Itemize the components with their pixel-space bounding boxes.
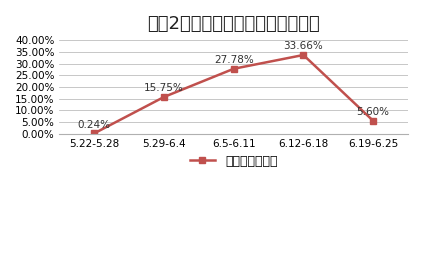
Text: 15.75%: 15.75% <box>144 83 184 93</box>
平均发行折价率 <box>92 132 97 135</box>
Legend: 平均发行折价率: 平均发行折价率 <box>185 150 283 173</box>
Line: 平均发行折价率: 平均发行折价率 <box>91 51 376 137</box>
Text: 27.78%: 27.78% <box>214 55 253 65</box>
Text: 0.24%: 0.24% <box>78 120 111 130</box>
平均发行折价率 <box>371 119 376 122</box>
平均发行折价率 <box>231 67 236 70</box>
平均发行折价率 <box>301 53 306 56</box>
Title: 图表2：三年期定增平均发行折价率: 图表2：三年期定增平均发行折价率 <box>147 15 320 33</box>
Text: 5.60%: 5.60% <box>357 107 390 117</box>
Text: 33.66%: 33.66% <box>283 41 323 51</box>
平均发行折价率 <box>162 95 167 99</box>
